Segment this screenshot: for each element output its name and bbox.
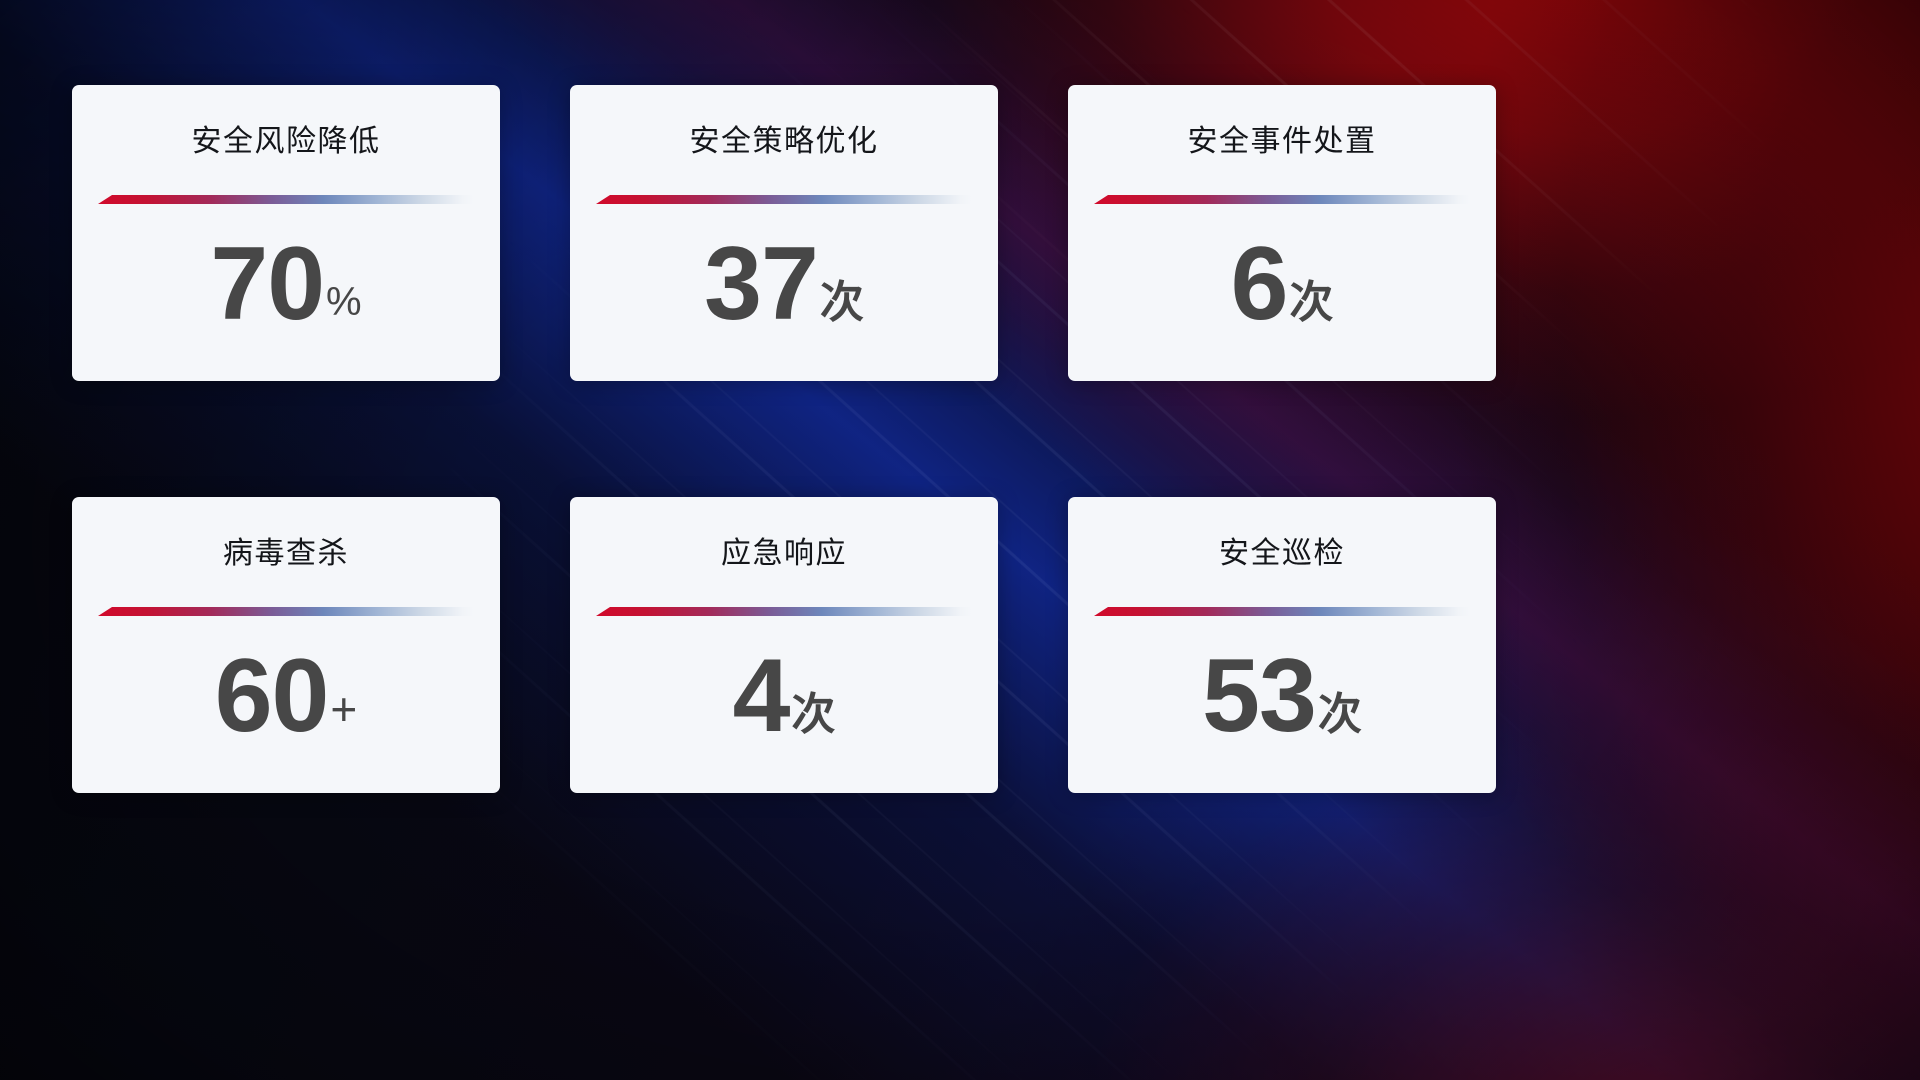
stat-card-divider [1094,607,1470,616]
stat-card-title: 安全风险降低 [191,125,381,158]
stat-card[interactable]: 安全风险降低 70 % [72,85,500,381]
stat-card-number: 4 [732,638,791,754]
stat-card-title: 应急响应 [721,537,847,570]
stat-card-value: 60 + [72,638,500,754]
stat-card[interactable]: 安全策略优化 37 次 [570,85,998,381]
stat-card-unit: 次 [791,690,836,739]
stat-card-unit: 次 [1317,690,1362,739]
stat-card-title: 安全巡检 [1219,537,1345,570]
stat-card[interactable]: 病毒查杀 60 + [72,497,500,793]
stat-card-number: 70 [210,226,325,342]
stat-card-unit: 次 [1289,278,1334,327]
stat-card-unit: 次 [819,278,864,327]
stat-card-value: 4 次 [570,638,998,754]
stat-card-title: 安全事件处置 [1187,125,1377,158]
stat-card[interactable]: 安全事件处置 6 次 [1068,85,1496,381]
stat-card-unit: % [326,280,362,324]
stat-card-divider [596,195,972,204]
stat-card-value: 37 次 [570,226,998,342]
stat-card[interactable]: 应急响应 4 次 [570,497,998,793]
stat-card-title: 安全策略优化 [689,125,879,158]
stat-card-value: 53 次 [1068,638,1496,754]
stat-card[interactable]: 安全巡检 53 次 [1068,497,1496,793]
stat-card-unit: + [330,683,358,735]
stat-card-number: 37 [704,226,819,342]
stat-card-title: 病毒查杀 [223,537,349,570]
stat-card-value: 70 % [72,226,500,342]
stat-card-number: 60 [214,638,330,754]
stat-card-divider [98,607,474,616]
stat-card-divider [596,607,972,616]
stat-card-value: 6 次 [1068,226,1496,342]
stat-card-divider [98,195,474,204]
stat-card-number: 6 [1230,226,1289,342]
stat-card-divider [1094,195,1470,204]
stat-card-number: 53 [1202,638,1317,754]
stat-card-grid: 安全风险降低 70 % 安全策略优化 37 次 安全事件处置 6 次 病毒查 [72,85,1496,793]
